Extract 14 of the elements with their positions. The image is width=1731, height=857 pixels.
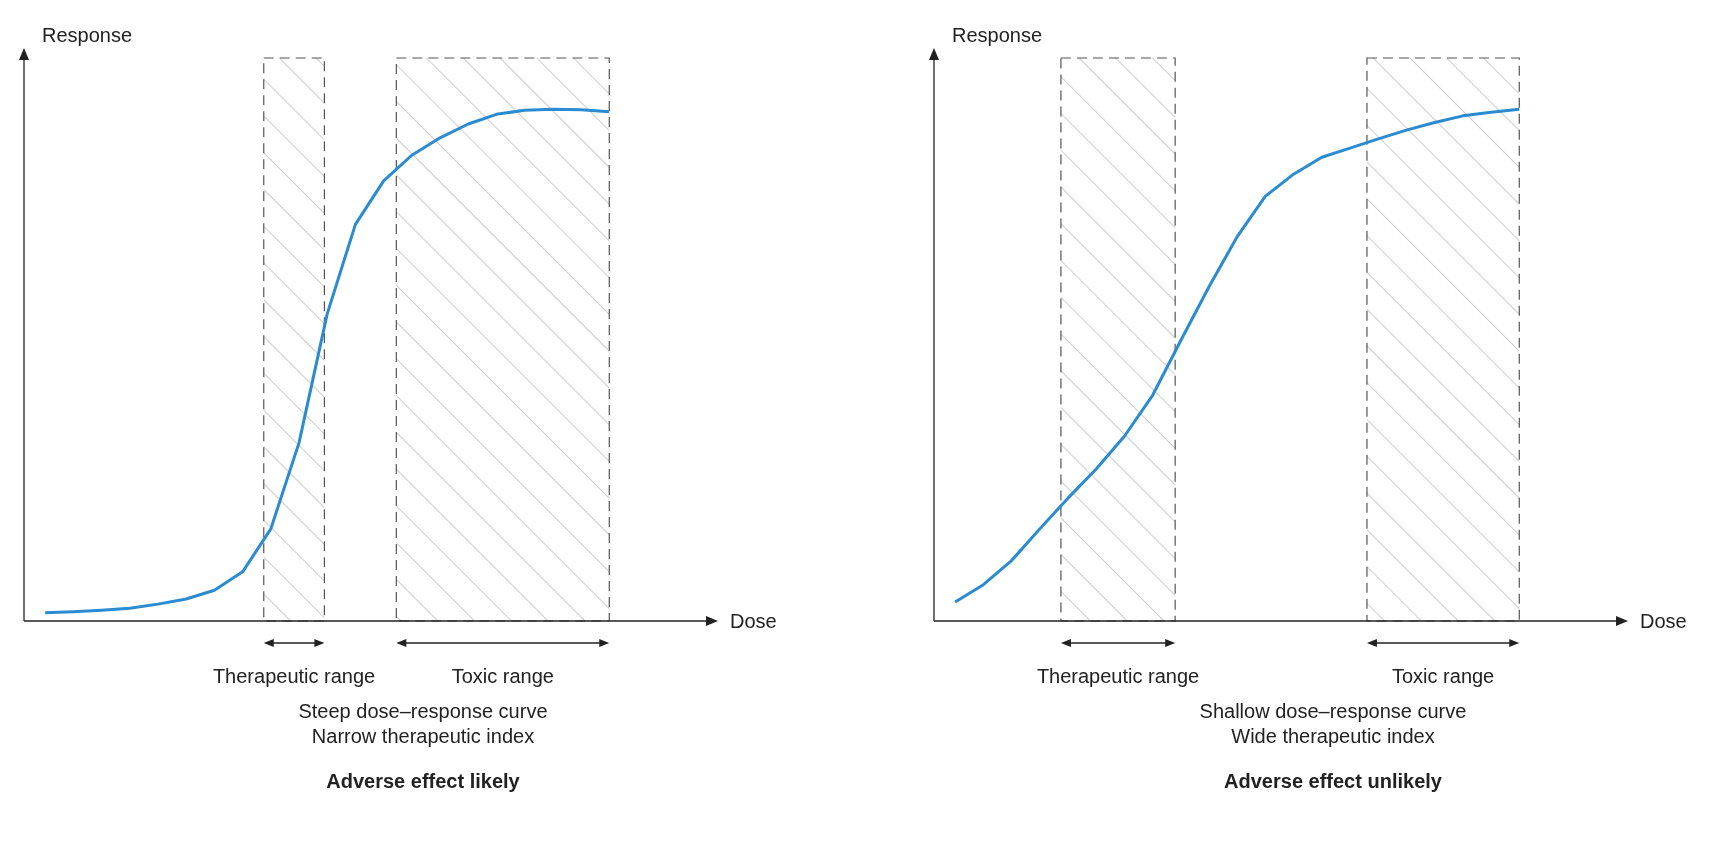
text: Toxic range bbox=[451, 665, 554, 687]
text: Toxic range bbox=[1391, 665, 1495, 687]
text: Therapeutic range bbox=[212, 665, 376, 687]
y-axis-title: Response bbox=[42, 24, 133, 46]
text: Narrow therapeutic index bbox=[310, 725, 536, 748]
text: Therapeutic range bbox=[1036, 665, 1200, 687]
x-axis-title: Dose bbox=[730, 610, 777, 632]
y-axis-title: Response bbox=[952, 24, 1043, 46]
text: Shallow dose–response curve bbox=[1198, 700, 1468, 723]
text: Adverse effect likely bbox=[325, 770, 521, 793]
text: Adverse effect unlikely bbox=[1223, 770, 1443, 793]
x-axis-title: Dose bbox=[1640, 610, 1687, 632]
text: Steep dose–response curve bbox=[297, 700, 549, 723]
text: Wide therapeutic index bbox=[1230, 725, 1436, 748]
